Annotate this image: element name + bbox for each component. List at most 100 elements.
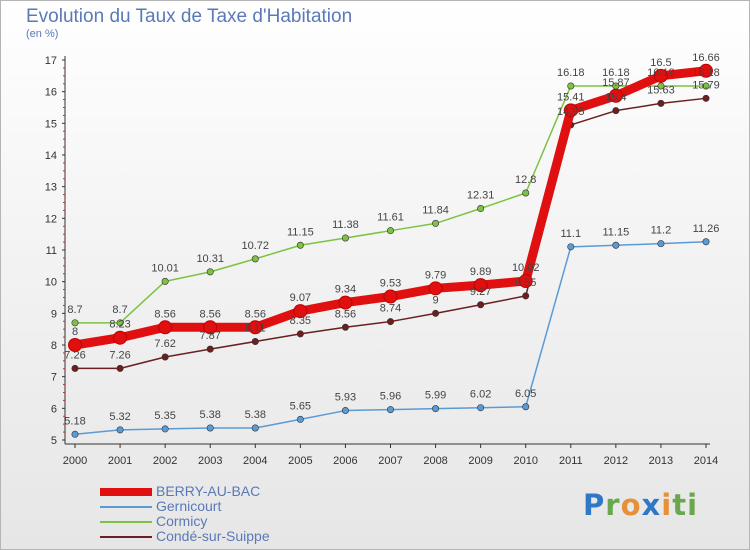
data-point	[206, 345, 214, 353]
data-label: 8	[72, 326, 78, 338]
data-point	[158, 320, 173, 335]
logo-letter: i	[687, 488, 699, 522]
x-tick-label: 2006	[333, 455, 357, 467]
data-point	[71, 364, 79, 372]
data-point	[477, 205, 485, 213]
data-label: 5.18	[64, 415, 85, 427]
data-point	[522, 189, 530, 197]
data-point	[567, 243, 575, 251]
x-tick-label: 2008	[423, 455, 447, 467]
y-tick-label: 15	[45, 118, 57, 130]
chart-legend: BERRY-AU-BAC Gernicourt Cormicy Condé-sur-S…	[100, 484, 270, 544]
data-label: 10.72	[242, 240, 270, 252]
x-tick-label: 2014	[694, 455, 718, 467]
data-point	[296, 241, 304, 249]
data-label: 8.56	[335, 308, 356, 320]
data-point	[702, 82, 710, 90]
data-label: 7.62	[154, 338, 175, 350]
data-point	[116, 319, 124, 327]
data-label: 9	[433, 294, 439, 306]
data-label: 8.56	[154, 308, 175, 320]
chart-unit-label: (en %)	[26, 28, 59, 40]
data-label: 7.26	[64, 349, 85, 361]
data-label: 10.01	[151, 262, 179, 274]
logo-letter: i	[661, 488, 673, 522]
data-label: 15.79	[692, 79, 720, 91]
data-point	[251, 338, 259, 346]
y-tick-label: 10	[45, 277, 57, 289]
data-point	[386, 406, 394, 414]
logo-letter: o	[620, 488, 642, 522]
data-label: 9.07	[290, 292, 311, 304]
data-point	[432, 309, 440, 317]
legend-item: Gernicourt	[100, 499, 270, 514]
data-point	[432, 405, 440, 413]
legend-label: Condé-sur-Suippe	[156, 528, 270, 544]
data-label: 15.4	[605, 92, 626, 104]
y-tick-label: 12	[45, 213, 57, 225]
data-label: 12.8	[515, 174, 536, 186]
data-label: 8.74	[380, 303, 401, 315]
data-point	[383, 289, 398, 304]
data-label: 11.15	[287, 226, 314, 238]
data-label: 12.31	[467, 190, 495, 202]
data-label: 11.84	[422, 204, 449, 216]
data-point	[522, 292, 530, 300]
data-point	[702, 94, 710, 102]
data-point	[71, 430, 79, 438]
data-label: 8.23	[109, 319, 130, 331]
data-label: 10.02	[512, 262, 540, 274]
data-point	[248, 320, 263, 335]
data-point	[203, 320, 218, 335]
legend-item: Condé-sur-Suippe	[100, 529, 270, 544]
legend-swatch	[100, 520, 152, 523]
x-tick-label: 2003	[198, 455, 222, 467]
logo-letter: x	[641, 488, 662, 522]
data-point	[251, 255, 259, 263]
data-label: 16.18	[692, 67, 720, 79]
data-point	[612, 107, 620, 115]
y-tick-label: 13	[45, 182, 57, 194]
data-label: 9.34	[335, 284, 356, 296]
y-tick-label: 17	[45, 55, 57, 67]
data-label: 5.32	[109, 411, 130, 423]
legend-label: BERRY-AU-BAC	[156, 483, 261, 499]
data-point	[341, 234, 349, 242]
data-point	[116, 364, 124, 372]
data-point	[699, 63, 713, 78]
data-point	[113, 330, 128, 345]
data-label: 15.87	[602, 77, 630, 89]
chart-data-labels: 8 8.23 8.56 8.56 8.56 9.07 9.34 9.53 9.79 9.89 10.…	[64, 52, 719, 428]
data-label: 9.79	[425, 269, 446, 281]
x-tick-label: 2010	[513, 455, 537, 467]
data-point	[161, 353, 169, 361]
data-point	[341, 323, 349, 331]
data-label: 16.66	[692, 52, 720, 64]
data-point	[68, 338, 82, 352]
data-point	[567, 82, 575, 90]
data-label: 9.89	[470, 266, 491, 278]
data-label: 8.56	[245, 308, 266, 320]
data-label: 8.35	[290, 315, 311, 327]
data-point	[71, 319, 79, 327]
data-label: 11.15	[602, 226, 629, 238]
x-tick-label: 2002	[153, 455, 177, 467]
data-point	[653, 68, 668, 83]
data-point	[386, 227, 394, 235]
logo-letter: P	[583, 488, 606, 522]
data-point	[563, 103, 578, 118]
data-label: 14.95	[557, 106, 585, 118]
data-label: 15.41	[557, 91, 585, 103]
data-label: 16.18	[602, 67, 630, 79]
data-point	[386, 318, 394, 326]
x-tick-label: 2007	[378, 455, 402, 467]
data-point	[612, 241, 620, 249]
data-label: 8.7	[112, 304, 127, 316]
data-label: 11.38	[332, 219, 359, 231]
legend-swatch	[100, 505, 152, 508]
x-tick-label: 2011	[559, 455, 583, 467]
data-label: 5.93	[335, 392, 356, 404]
data-point	[608, 88, 623, 103]
data-point	[477, 301, 485, 309]
data-label: 8.56	[200, 308, 221, 320]
